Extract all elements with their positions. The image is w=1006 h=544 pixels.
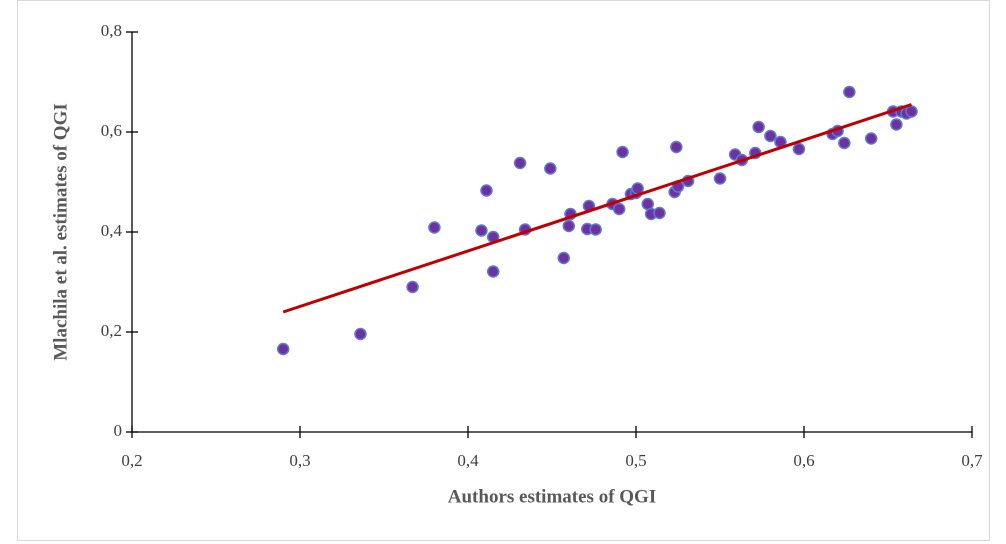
point	[843, 85, 856, 99]
point	[475, 224, 488, 237]
point	[905, 105, 918, 118]
point	[486, 265, 500, 278]
x-axis-title: Authors estimates of QGI	[448, 486, 656, 507]
chart-border	[17, 0, 990, 541]
x-tick-label: 0,5	[625, 451, 646, 470]
point	[480, 184, 493, 197]
point	[406, 280, 419, 294]
point	[838, 136, 851, 150]
x-tick-label: 0,6	[793, 451, 814, 470]
point	[670, 140, 683, 154]
y-tick-label: 0,6	[101, 121, 122, 140]
y-tick-label: 0,2	[101, 321, 122, 340]
point	[276, 342, 290, 356]
point	[653, 206, 666, 220]
point	[713, 172, 727, 185]
point	[562, 219, 576, 233]
point	[890, 118, 903, 131]
x-tick-label: 0,4	[457, 451, 479, 470]
point	[792, 142, 806, 156]
point	[354, 327, 367, 341]
point	[616, 145, 629, 159]
point	[864, 132, 878, 145]
x-tick-label: 0,7	[961, 451, 983, 470]
y-tick-label: 0	[114, 421, 123, 440]
point	[589, 223, 602, 236]
point	[513, 156, 527, 170]
y-tick-label: 0,8	[101, 21, 122, 40]
point	[752, 120, 765, 134]
x-tick-label: 0,2	[121, 451, 142, 470]
point	[764, 129, 777, 143]
point	[428, 221, 441, 234]
point	[544, 162, 557, 175]
point	[557, 251, 571, 265]
x-tick-label: 0,3	[289, 451, 310, 470]
y-axis-title: Mlachila et al. estimates of QGI	[50, 103, 71, 361]
point	[612, 202, 626, 216]
trend-line	[282, 103, 912, 314]
y-tick-label: 0,4	[101, 221, 123, 240]
